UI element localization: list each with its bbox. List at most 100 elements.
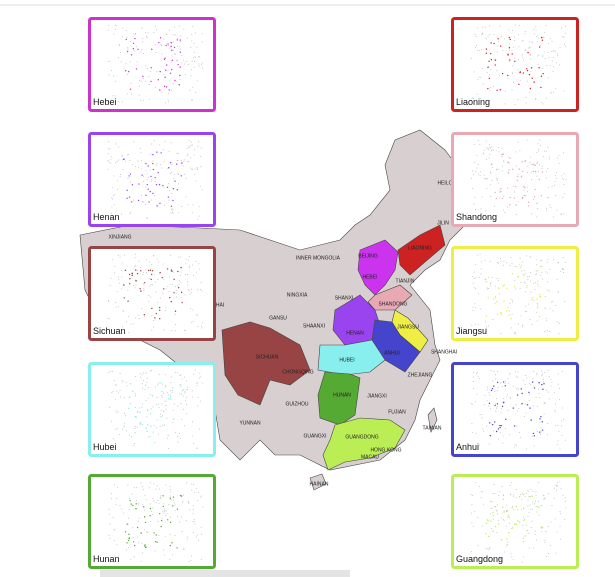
scatter-dot <box>544 402 546 404</box>
highlight-dot <box>485 178 487 180</box>
scatter-dot <box>154 442 156 444</box>
highlight-dot <box>500 539 503 541</box>
highlight-dot <box>507 171 510 174</box>
scatter-dot <box>547 422 549 424</box>
scatter-dot <box>169 172 171 174</box>
panel[interactable]: Sichuan <box>88 246 216 341</box>
scatter-dot <box>560 425 562 427</box>
scatter-dot <box>184 173 186 175</box>
highlight-dot <box>135 269 137 271</box>
highlight-dot <box>512 407 514 409</box>
scatter-dot <box>564 439 566 441</box>
scatter-dot <box>121 276 123 278</box>
scatter-dot <box>563 173 565 175</box>
scatter-dot <box>134 287 136 289</box>
highlight-dot <box>169 521 172 524</box>
scatter-dot <box>564 497 566 499</box>
scatter-dot <box>129 40 131 42</box>
scatter-dot <box>136 426 138 428</box>
scatter-dot <box>488 325 490 327</box>
scatter-dot <box>542 373 544 375</box>
scatter-dot <box>514 333 516 335</box>
scatter-dot <box>538 501 540 503</box>
panel[interactable]: Shandong <box>451 132 579 227</box>
scatter-dot <box>538 388 540 390</box>
scatter-dot <box>165 307 167 309</box>
scatter-dot <box>544 541 546 543</box>
scatter-dot <box>189 290 191 292</box>
scatter-dot <box>544 540 546 542</box>
scatter-dot <box>563 178 565 180</box>
scatter-dot <box>529 393 531 395</box>
scatter-dot <box>171 193 173 195</box>
highlight-dot <box>516 179 519 182</box>
panel[interactable]: Henan <box>88 132 216 227</box>
highlight-dot <box>508 310 511 312</box>
scatter-dot <box>196 46 198 48</box>
highlight-dot <box>159 318 161 320</box>
scatter-dot <box>520 265 522 267</box>
scatter-dot <box>560 420 562 422</box>
scatter-dot <box>108 148 110 150</box>
highlight-dot <box>149 435 151 438</box>
highlight-dot <box>533 164 536 166</box>
scatter-dot <box>186 482 188 484</box>
scatter-dot <box>191 212 193 214</box>
scatter-dot <box>162 292 164 294</box>
highlight-dot <box>181 162 183 164</box>
scatter-dot <box>130 82 132 84</box>
map-label: GUIZHOU <box>285 401 308 407</box>
panel[interactable]: Hebei <box>88 17 216 112</box>
panel-label: Hubei <box>93 442 117 452</box>
panel[interactable]: Guangdong <box>451 474 579 569</box>
scatter-dot <box>180 374 182 376</box>
scatter-dot <box>471 97 473 99</box>
scatter-dot <box>534 500 536 502</box>
highlight-dot <box>139 422 142 424</box>
highlight-dot <box>181 393 183 395</box>
scatter-dot <box>561 435 563 437</box>
scatter-dot <box>159 488 161 490</box>
scatter-dot <box>513 46 515 48</box>
scatter-dot <box>181 516 183 518</box>
scatter-dot <box>141 200 143 202</box>
highlight-dot <box>139 411 141 414</box>
highlight-dot <box>130 201 133 203</box>
scatter-dot <box>547 391 549 393</box>
scatter-dot <box>547 51 549 53</box>
highlight-dot <box>521 197 524 200</box>
highlight-dot <box>518 168 520 170</box>
scatter-dot <box>122 381 124 383</box>
panel[interactable]: Hunan <box>88 474 216 569</box>
scatter-dot <box>528 491 530 493</box>
scatter-dot <box>178 432 180 434</box>
scatter-dot <box>129 211 131 213</box>
scatter-dot <box>186 413 188 415</box>
scatter-dot <box>118 282 120 284</box>
scatter-dot <box>170 47 172 49</box>
scatter-dot <box>120 173 122 175</box>
highlight-dot <box>170 300 172 303</box>
scatter-dot <box>148 300 150 302</box>
scatter-dot <box>558 64 560 66</box>
scatter-dot <box>496 51 498 53</box>
scatter-dot <box>111 371 113 373</box>
panel[interactable]: Hubei <box>88 362 216 457</box>
scatter-dot <box>483 430 485 432</box>
scatter-dot <box>486 425 488 427</box>
scrollbar[interactable] <box>100 570 350 577</box>
scatter-dot <box>133 141 135 143</box>
panel[interactable]: Liaoning <box>451 17 579 112</box>
scatter-dot <box>481 196 483 198</box>
panel[interactable]: Anhui <box>451 362 579 457</box>
scatter-dot <box>479 175 481 177</box>
scatter-dot <box>473 71 475 73</box>
highlight-dot <box>151 394 154 397</box>
highlight-dot <box>144 521 147 524</box>
panel[interactable]: Jiangsu <box>451 246 579 341</box>
scatter-dot <box>557 482 559 484</box>
scatter-dot <box>565 500 567 502</box>
scatter-dot <box>475 482 477 484</box>
scatter-dot <box>536 175 538 177</box>
scatter-dot <box>537 161 539 163</box>
